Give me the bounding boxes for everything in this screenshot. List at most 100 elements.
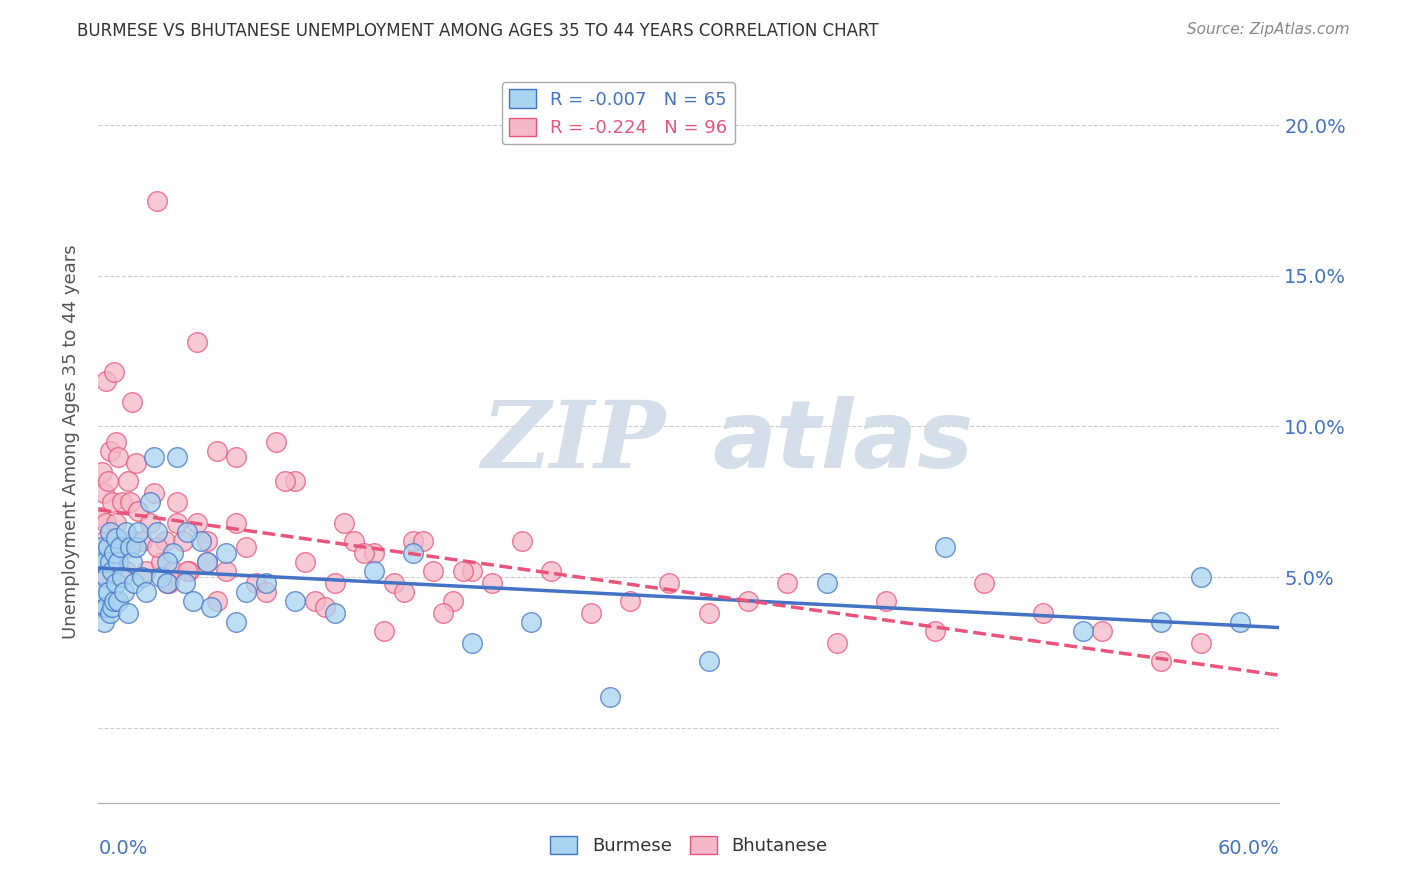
Point bbox=[96, 570, 118, 584]
Point bbox=[98, 555, 121, 569]
Point bbox=[520, 615, 543, 630]
Point bbox=[973, 576, 995, 591]
Point bbox=[1150, 615, 1173, 630]
Point bbox=[510, 533, 533, 548]
Point bbox=[107, 450, 129, 464]
Point bbox=[1091, 624, 1114, 639]
Point bbox=[96, 516, 118, 530]
Point bbox=[108, 564, 131, 578]
Point bbox=[776, 576, 799, 591]
Point bbox=[481, 576, 503, 591]
Point bbox=[131, 533, 153, 548]
Point bbox=[98, 546, 121, 560]
Text: 60.0%: 60.0% bbox=[1218, 839, 1279, 858]
Text: BURMESE VS BHUTANESE UNEMPLOYMENT AMONG AGES 35 TO 44 YEARS CORRELATION CHART: BURMESE VS BHUTANESE UNEMPLOYMENT AMONG … bbox=[77, 22, 879, 40]
Point bbox=[91, 570, 114, 584]
Point bbox=[101, 564, 124, 578]
Point bbox=[157, 576, 180, 591]
Point bbox=[619, 594, 641, 608]
Point bbox=[98, 524, 121, 539]
Point bbox=[176, 524, 198, 539]
Point bbox=[122, 533, 145, 548]
Point bbox=[103, 546, 125, 560]
Point bbox=[111, 494, 134, 508]
Point bbox=[432, 606, 454, 620]
Point bbox=[274, 474, 297, 488]
Point bbox=[186, 516, 208, 530]
Point bbox=[333, 516, 356, 530]
Legend: Burmese, Bhutanese: Burmese, Bhutanese bbox=[543, 829, 835, 863]
Point bbox=[412, 533, 434, 548]
Point bbox=[205, 443, 228, 458]
Text: Source: ZipAtlas.com: Source: ZipAtlas.com bbox=[1187, 22, 1350, 37]
Point bbox=[97, 474, 120, 488]
Point bbox=[146, 524, 169, 539]
Point bbox=[181, 594, 204, 608]
Point bbox=[195, 555, 218, 569]
Point bbox=[142, 485, 165, 500]
Point bbox=[91, 465, 114, 479]
Point bbox=[91, 540, 114, 554]
Point bbox=[215, 546, 238, 560]
Point bbox=[91, 585, 114, 599]
Point bbox=[146, 540, 169, 554]
Point bbox=[118, 540, 141, 554]
Point bbox=[825, 636, 848, 650]
Point bbox=[98, 443, 121, 458]
Point bbox=[105, 576, 128, 591]
Point bbox=[150, 555, 173, 569]
Point bbox=[314, 600, 336, 615]
Text: atlas: atlas bbox=[713, 395, 974, 488]
Point bbox=[172, 533, 194, 548]
Point bbox=[264, 434, 287, 449]
Point bbox=[156, 576, 179, 591]
Point bbox=[392, 585, 415, 599]
Point bbox=[215, 564, 238, 578]
Point bbox=[934, 540, 956, 554]
Point bbox=[284, 474, 307, 488]
Point bbox=[382, 576, 405, 591]
Point bbox=[225, 516, 247, 530]
Point bbox=[117, 474, 139, 488]
Point bbox=[373, 624, 395, 639]
Point bbox=[89, 555, 111, 569]
Point bbox=[176, 564, 198, 578]
Point bbox=[111, 570, 134, 584]
Point bbox=[93, 555, 115, 569]
Point bbox=[174, 576, 197, 591]
Point bbox=[1229, 615, 1251, 630]
Point bbox=[461, 564, 484, 578]
Point bbox=[245, 576, 267, 591]
Point bbox=[93, 615, 115, 630]
Point bbox=[125, 456, 148, 470]
Point bbox=[190, 533, 212, 548]
Point bbox=[101, 494, 124, 508]
Point bbox=[697, 654, 720, 668]
Point bbox=[225, 450, 247, 464]
Point bbox=[156, 555, 179, 569]
Point bbox=[118, 494, 141, 508]
Point bbox=[363, 546, 385, 560]
Point bbox=[441, 594, 464, 608]
Point bbox=[108, 540, 131, 554]
Text: 0.0%: 0.0% bbox=[98, 839, 148, 858]
Point bbox=[122, 576, 145, 591]
Point bbox=[1032, 606, 1054, 620]
Point bbox=[107, 546, 129, 560]
Point bbox=[579, 606, 602, 620]
Point bbox=[1150, 654, 1173, 668]
Point bbox=[156, 576, 179, 591]
Point bbox=[121, 555, 143, 569]
Point bbox=[98, 606, 121, 620]
Point bbox=[97, 540, 120, 554]
Point bbox=[115, 524, 138, 539]
Point bbox=[155, 533, 177, 548]
Point bbox=[284, 594, 307, 608]
Point bbox=[200, 600, 222, 615]
Point bbox=[89, 509, 111, 524]
Point bbox=[117, 606, 139, 620]
Point bbox=[96, 374, 118, 388]
Point bbox=[166, 516, 188, 530]
Point bbox=[103, 365, 125, 379]
Point bbox=[101, 564, 124, 578]
